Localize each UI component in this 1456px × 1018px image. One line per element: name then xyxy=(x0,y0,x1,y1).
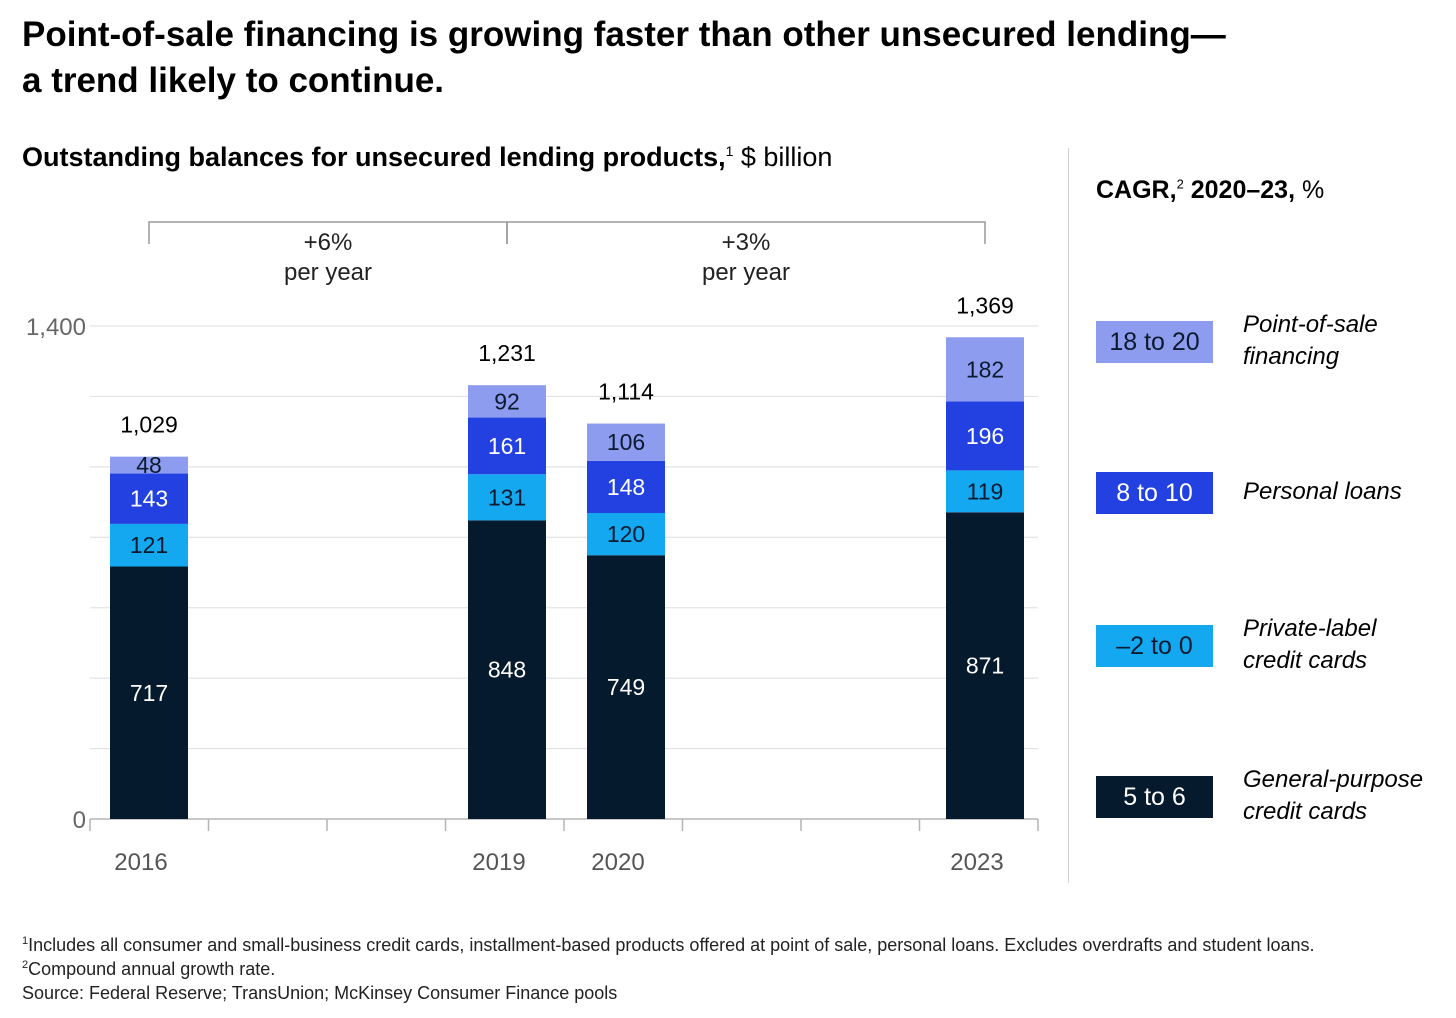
chart-subtitle: Outstanding balances for unsecured lendi… xyxy=(22,140,832,174)
footnote-2-mark: 2 xyxy=(22,959,29,971)
legend-label-line: Private-label xyxy=(1243,615,1377,642)
bar-value-label: 182 xyxy=(966,356,1004,382)
legend-label: Private-label credit cards xyxy=(1243,613,1376,677)
legend-swatch: 8 to 10 xyxy=(1096,472,1213,514)
bar-segment xyxy=(110,456,188,474)
bar-value-label: 106 xyxy=(607,429,645,455)
bar-segment xyxy=(946,470,1024,513)
bar-value-label: 848 xyxy=(488,657,526,683)
stacked-bar-chart: 0 1,400 717 121 143 48 1,029 2016 848 131 161 92 1,2… xyxy=(26,221,1039,876)
legend-swatch: 18 to 20 xyxy=(1096,321,1213,363)
bar-value-label: 119 xyxy=(967,478,1004,504)
x-tick-label: 2019 xyxy=(472,849,525,876)
bar-value-label: 871 xyxy=(966,653,1004,679)
bar-segment xyxy=(468,520,546,819)
growth-rate-label: +3% xyxy=(722,229,771,256)
cagr-title: CAGR,2 2020–23, % xyxy=(1096,173,1324,207)
bar-segment xyxy=(468,474,546,521)
legend-label-line: General-purpose xyxy=(1243,766,1424,793)
bar-value-label: 48 xyxy=(136,452,162,478)
growth-rate-label: +6% xyxy=(304,229,353,256)
legend-label: Point-of-sale financing xyxy=(1243,309,1378,373)
bar-segment xyxy=(587,555,665,819)
bar-value-label: 196 xyxy=(966,423,1004,449)
footnote-1-mark: 1 xyxy=(22,935,29,947)
cagr-title-period: 2020–23, xyxy=(1183,176,1296,204)
bar-value-label: 148 xyxy=(607,474,645,500)
legend-label-line: credit cards xyxy=(1243,798,1368,825)
bar-value-label: 161 xyxy=(488,433,526,459)
bar-total-label: 1,114 xyxy=(598,379,654,405)
bar-segment xyxy=(587,423,665,461)
legend-label: General-purpose credit cards xyxy=(1243,764,1423,828)
bar-segment xyxy=(946,512,1024,819)
bar-segment xyxy=(110,473,188,524)
bar-value-label: 143 xyxy=(130,486,168,512)
bar-segment xyxy=(110,523,188,567)
subtitle-footnote-mark: 1 xyxy=(725,143,734,159)
bar-value-label: 749 xyxy=(607,674,645,700)
legend-label-line: Personal loans xyxy=(1243,478,1402,505)
bar-total-label: 1,231 xyxy=(478,340,536,366)
source-note: Source: Federal Reserve; TransUnion; McK… xyxy=(22,983,618,1003)
legend-label-line: credit cards xyxy=(1243,647,1368,674)
cagr-title-unit: % xyxy=(1295,176,1325,204)
subtitle-unit: $ billion xyxy=(733,142,833,172)
footnotes: 1Includes all consumer and small-busines… xyxy=(22,933,1315,1005)
legend-label-line: financing xyxy=(1243,343,1340,370)
bar-value-label: 120 xyxy=(607,521,645,547)
y-tick-label: 1,400 xyxy=(26,314,86,341)
growth-bracket xyxy=(506,221,986,244)
footnote-1: 1Includes all consumer and small-busines… xyxy=(22,933,1315,957)
panel-divider xyxy=(1068,148,1069,883)
bar-segment xyxy=(468,385,546,418)
x-tick-label: 2023 xyxy=(950,849,1003,876)
bar-segment xyxy=(946,401,1024,471)
bar-segment xyxy=(587,512,665,556)
legend-swatch: 5 to 6 xyxy=(1096,776,1213,818)
bar-segment xyxy=(468,417,546,475)
footnote-1-text: Includes all consumer and small-business… xyxy=(28,935,1315,955)
bar-segment xyxy=(587,460,665,513)
bar-value-label: 121 xyxy=(130,532,168,558)
x-tick-label: 2020 xyxy=(591,849,644,876)
bar-total-label: 1,029 xyxy=(120,412,178,438)
bar-segment xyxy=(946,337,1024,402)
bar-total-label: 1,369 xyxy=(956,292,1014,318)
footnote-2: 2Compound annual growth rate. xyxy=(22,957,1315,981)
bar-value-label: 131 xyxy=(488,484,526,510)
growth-period-label: per year xyxy=(284,259,372,286)
chart-title: Point-of-sale financing is growing faste… xyxy=(22,12,1402,104)
subtitle-text: Outstanding balances for unsecured lendi… xyxy=(22,142,726,172)
title-line-1: Point-of-sale financing is growing faste… xyxy=(22,15,1226,54)
cagr-footnote-mark: 2 xyxy=(1176,176,1184,192)
legend-swatch: –2 to 0 xyxy=(1096,625,1213,667)
title-line-2: a trend likely to continue. xyxy=(22,61,445,100)
bar-value-label: 92 xyxy=(494,388,520,414)
y-tick-label: 0 xyxy=(73,807,86,834)
footnote-2-text: Compound annual growth rate. xyxy=(28,959,276,979)
growth-period-label: per year xyxy=(702,259,790,286)
legend-label: Personal loans xyxy=(1243,476,1402,508)
x-tick-label: 2016 xyxy=(114,849,167,876)
bar-value-label: 717 xyxy=(130,680,168,706)
bar-segment xyxy=(110,566,188,819)
cagr-title-text: CAGR, xyxy=(1096,176,1177,204)
legend-label-line: Point-of-sale xyxy=(1243,311,1378,338)
